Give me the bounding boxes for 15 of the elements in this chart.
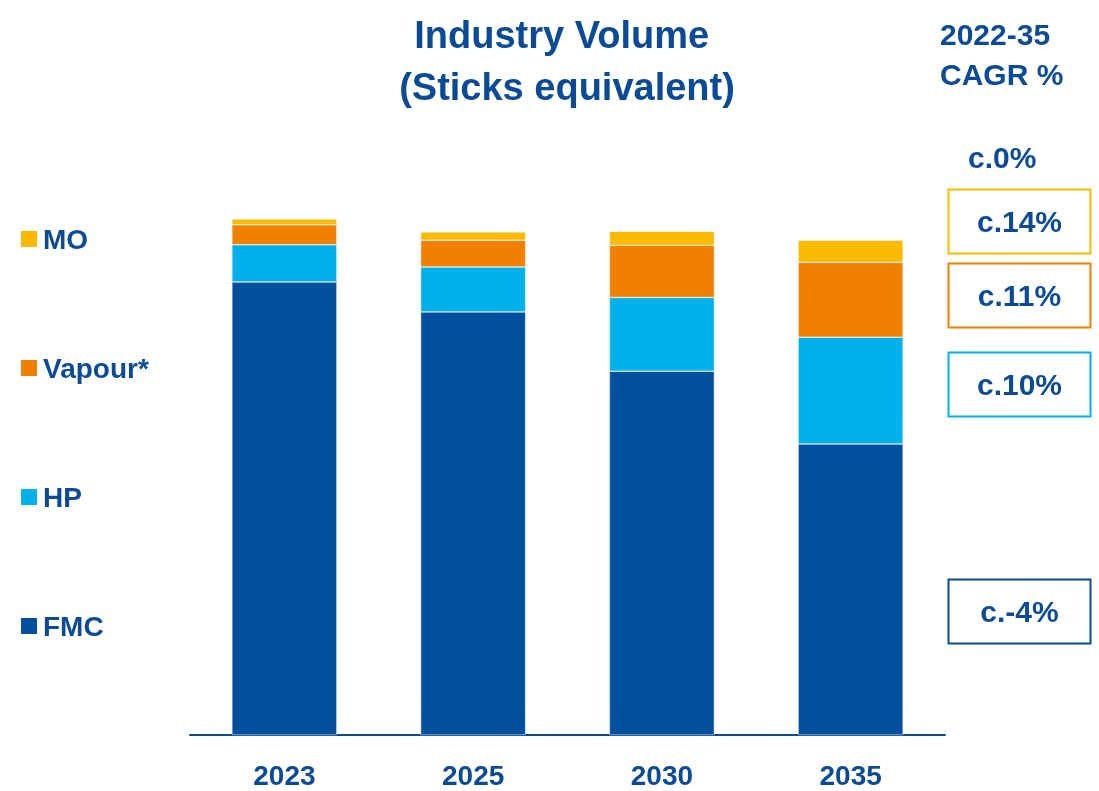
text: c.11%: [977, 279, 1062, 312]
x-tick-label: 2025: [441, 759, 505, 791]
legend-label: HP: [43, 481, 82, 513]
text: c.10%: [976, 368, 1063, 401]
text: c.14%: [976, 205, 1063, 238]
text: c.0%: [968, 140, 1037, 174]
legend-label: FMC: [43, 610, 104, 642]
legend-label: Vapour*: [43, 352, 149, 384]
x-tick-label: 2023: [253, 759, 316, 791]
text: 2022-35 CAGR %: [940, 17, 1064, 91]
x-tick-label: 2030: [630, 759, 694, 791]
legend-label: MO: [43, 223, 89, 255]
x-tick-label: 2035: [819, 759, 882, 791]
text: c.-4%: [980, 595, 1059, 628]
chart-title: Industry Volume (Sticks equivalent): [399, 14, 735, 108]
